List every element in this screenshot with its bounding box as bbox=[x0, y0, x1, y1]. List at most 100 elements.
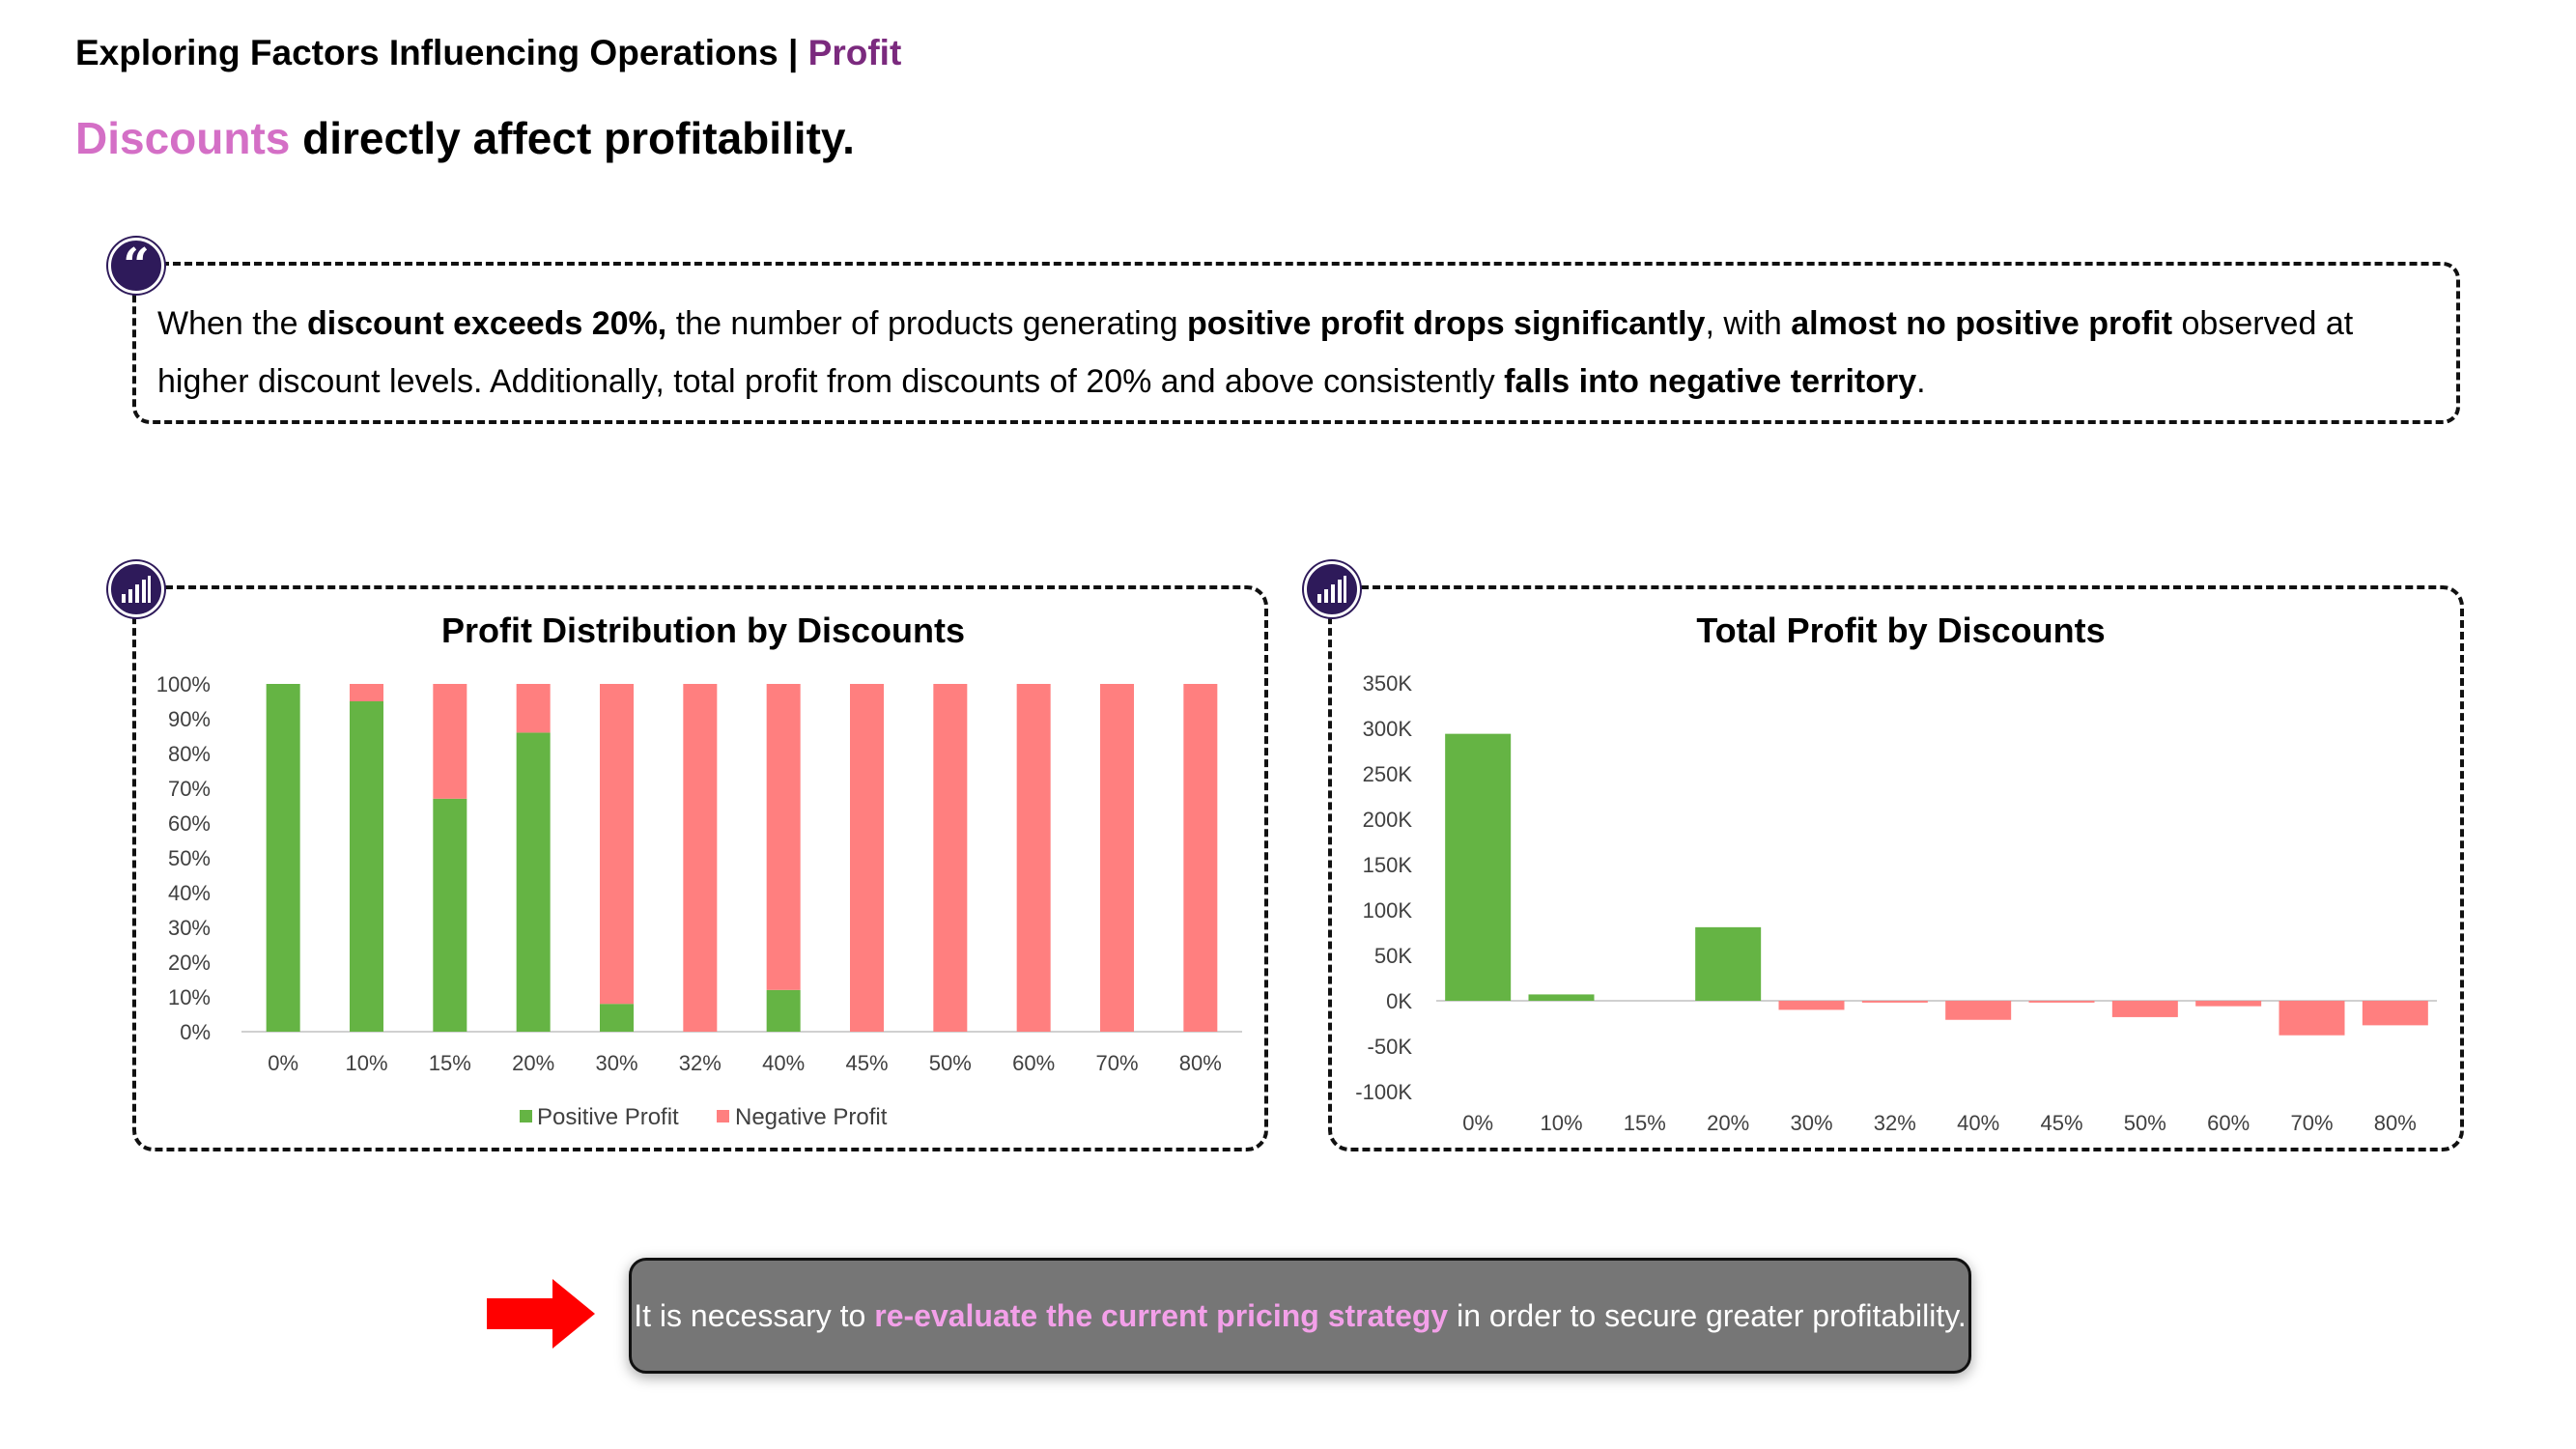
bar-positive-profit bbox=[350, 701, 383, 1032]
legend-label-positive: Positive Profit bbox=[537, 1104, 679, 1130]
bar-profit-negative bbox=[2279, 1001, 2345, 1036]
bar-negative-profit bbox=[1183, 684, 1218, 1032]
x-tick-label: 50% bbox=[2124, 1111, 2166, 1135]
bar-negative-profit bbox=[766, 684, 801, 990]
bar-negative-profit bbox=[600, 684, 634, 1005]
insight-text: When the discount exceeds 20%, the numbe… bbox=[157, 295, 2447, 411]
legend-label-negative: Negative Profit bbox=[735, 1104, 888, 1130]
bar-profit-negative bbox=[1861, 1001, 1928, 1003]
bar-profit-negative bbox=[1778, 1001, 1845, 1010]
insight-box bbox=[132, 262, 2460, 424]
insight-segment: When the bbox=[157, 305, 307, 342]
legend-swatch-positive bbox=[520, 1110, 532, 1122]
quote-icon: “ bbox=[108, 238, 164, 294]
headline-rest: directly affect profitability. bbox=[290, 113, 855, 163]
bar-negative-profit bbox=[933, 684, 968, 1032]
bar-profit-positive bbox=[1695, 926, 1762, 1001]
y-tick-label: 40% bbox=[168, 881, 211, 905]
conclusion-accent: re-evaluate the current pricing strategy bbox=[874, 1297, 1449, 1333]
x-tick-label: 0% bbox=[1462, 1111, 1493, 1135]
y-tick-label: 50K bbox=[1374, 944, 1412, 968]
x-tick-label: 15% bbox=[429, 1051, 471, 1075]
bar-profit-negative bbox=[1945, 1001, 2012, 1020]
x-tick-label: 60% bbox=[1012, 1051, 1055, 1075]
insight-segment: the number of products generating bbox=[666, 305, 1187, 342]
headline-accent: Discounts bbox=[75, 113, 291, 163]
profit-distribution-panel bbox=[132, 585, 1268, 1151]
bar-negative-profit bbox=[683, 684, 718, 1032]
bar-positive-profit bbox=[266, 684, 300, 1032]
x-tick-label: 32% bbox=[679, 1051, 722, 1075]
total-profit-panel bbox=[1328, 585, 2464, 1151]
header-title-accent: Profit bbox=[807, 33, 902, 72]
conclusion-box: It is necessary to re-evaluate the curre… bbox=[629, 1258, 1971, 1374]
y-tick-label: 30% bbox=[168, 916, 211, 940]
bar-positive-profit bbox=[516, 732, 551, 1032]
y-tick-label: 50% bbox=[168, 846, 211, 870]
bar-profit-negative bbox=[2195, 1001, 2262, 1007]
y-tick-label: 90% bbox=[168, 707, 211, 731]
x-tick-label: 40% bbox=[762, 1051, 805, 1075]
header-title-main: Exploring Factors Influencing Operations… bbox=[75, 33, 808, 72]
bar-chart-icon bbox=[108, 561, 164, 617]
bar-positive-profit bbox=[766, 989, 801, 1032]
bar-profit-negative bbox=[2028, 1001, 2095, 1003]
x-tick-label: 30% bbox=[595, 1051, 637, 1075]
conclusion-before: It is necessary to bbox=[634, 1297, 866, 1333]
y-tick-label: 80% bbox=[168, 742, 211, 766]
bar-profit-negative bbox=[2111, 1001, 2178, 1017]
y-tick-label: 200K bbox=[1363, 808, 1413, 832]
bar-positive-profit bbox=[433, 798, 467, 1032]
y-tick-label: 0K bbox=[1386, 989, 1412, 1013]
x-tick-label: 50% bbox=[929, 1051, 972, 1075]
bar-negative-profit bbox=[1016, 684, 1051, 1032]
y-tick-label: 0% bbox=[180, 1020, 211, 1044]
insight-segment: observed at higher discount levels. Addi… bbox=[157, 305, 2354, 400]
bar-profit-negative bbox=[2362, 1001, 2428, 1026]
y-tick-label: 250K bbox=[1363, 762, 1413, 786]
x-tick-label: 30% bbox=[1790, 1111, 1832, 1135]
x-tick-label: 45% bbox=[2040, 1111, 2082, 1135]
y-tick-label: 10% bbox=[168, 985, 211, 1009]
legend-swatch-negative bbox=[717, 1110, 729, 1122]
x-tick-label: 20% bbox=[512, 1051, 554, 1075]
x-tick-label: 80% bbox=[1179, 1051, 1222, 1075]
x-tick-label: 40% bbox=[1957, 1111, 1999, 1135]
bar-negative-profit bbox=[850, 684, 884, 1032]
x-tick-label: 15% bbox=[1624, 1111, 1666, 1135]
x-tick-label: 10% bbox=[1540, 1111, 1582, 1135]
insight-segment: discount exceeds 20%, bbox=[306, 305, 667, 342]
insight-segment: falls into negative territory bbox=[1504, 363, 1917, 400]
x-tick-label: 0% bbox=[268, 1051, 298, 1075]
insight-segment: almost no positive profit bbox=[1791, 305, 2173, 342]
y-tick-label: -50K bbox=[1368, 1035, 1413, 1059]
insight-segment: . bbox=[1916, 363, 1926, 400]
bar-positive-profit bbox=[600, 1004, 634, 1032]
y-tick-label: 100K bbox=[1363, 898, 1413, 923]
insight-segment: , with bbox=[1705, 305, 1792, 342]
y-tick-label: 100% bbox=[156, 672, 211, 696]
y-tick-label: 350K bbox=[1363, 671, 1413, 696]
bar-negative-profit bbox=[1100, 684, 1134, 1032]
right-arrow-icon bbox=[487, 1279, 595, 1349]
y-tick-label: -100K bbox=[1355, 1080, 1412, 1104]
y-tick-label: 300K bbox=[1363, 717, 1413, 741]
bar-chart-icon bbox=[1304, 561, 1360, 617]
x-tick-label: 32% bbox=[1874, 1111, 1916, 1135]
bar-negative-profit bbox=[433, 684, 467, 799]
x-tick-label: 80% bbox=[2374, 1111, 2417, 1135]
insight-segment: positive profit drops significantly bbox=[1186, 305, 1706, 342]
chart-title: Total Profit by Discounts bbox=[1696, 611, 2105, 650]
bar-profit-positive bbox=[1445, 733, 1512, 1001]
x-tick-label: 60% bbox=[2207, 1111, 2250, 1135]
y-tick-label: 70% bbox=[168, 777, 211, 801]
x-tick-label: 10% bbox=[345, 1051, 387, 1075]
x-tick-label: 45% bbox=[845, 1051, 888, 1075]
y-tick-label: 20% bbox=[168, 951, 211, 975]
y-tick-label: 60% bbox=[168, 811, 211, 836]
y-tick-label: 150K bbox=[1363, 853, 1413, 877]
conclusion-after: in order to secure greater profitability… bbox=[1457, 1297, 1967, 1333]
x-tick-label: 70% bbox=[2290, 1111, 2333, 1135]
x-tick-label: 70% bbox=[1095, 1051, 1138, 1075]
